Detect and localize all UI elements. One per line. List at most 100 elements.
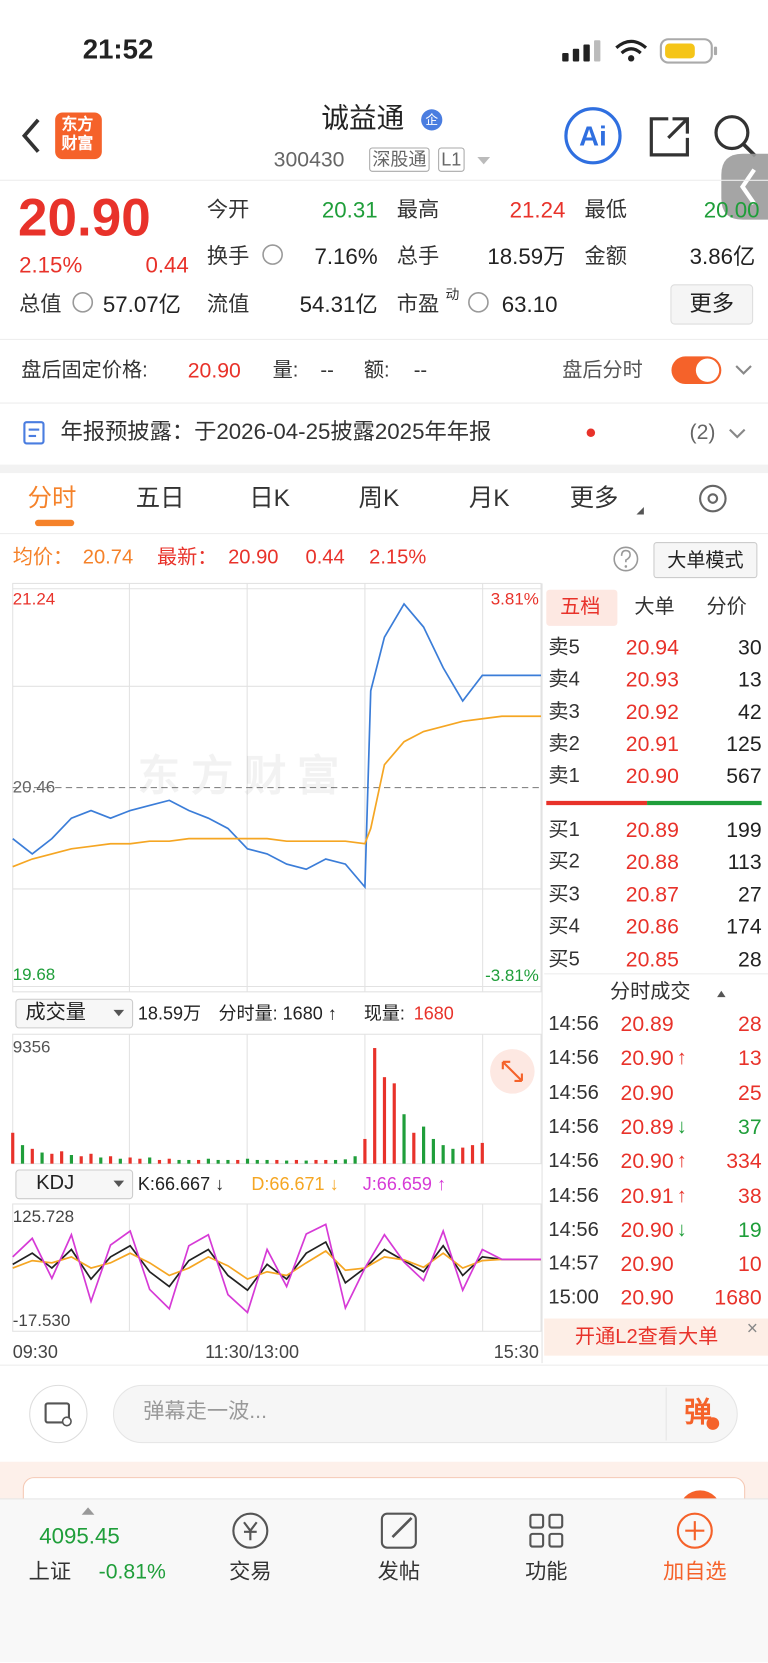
field-label: 换手	[206, 245, 250, 269]
volume-bar	[167, 1158, 171, 1164]
field-value: 18.59万	[487, 245, 566, 270]
trade-volume: 334	[726, 1150, 762, 1174]
book-label: 买1	[548, 818, 580, 842]
comment-bar	[112, 1384, 738, 1444]
volume-bar	[255, 1159, 259, 1164]
comment-input[interactable]: 弹幕走一波...	[143, 1400, 267, 1424]
more-button[interactable]: 更多	[670, 284, 754, 325]
volume-bar	[108, 1156, 113, 1164]
trade-volume: 1680	[714, 1287, 762, 1311]
status-icons	[594, 40, 601, 62]
tab[interactable]: 周K	[358, 483, 400, 512]
trade-volume: 10	[738, 1252, 762, 1277]
nav-item[interactable]: 功能	[525, 1560, 568, 1584]
trade-price: 20.91	[620, 1184, 674, 1208]
book-tab[interactable]: 大单	[634, 596, 675, 619]
status-icons	[615, 39, 648, 49]
field-label: 总值	[19, 292, 62, 317]
volume-bar	[431, 1138, 435, 1164]
index-name[interactable]: 上证	[28, 1560, 72, 1584]
danmaku-button[interactable]: 弹	[684, 1395, 712, 1428]
volume-bar	[216, 1159, 220, 1164]
volume-bar	[314, 1159, 318, 1164]
volume-bar	[226, 1159, 230, 1164]
l2-banner[interactable]: 开通L2查看大单	[574, 1325, 719, 1349]
mode-button[interactable]: 大单模式	[653, 542, 758, 579]
order-book-decor	[546, 589, 618, 626]
index-value[interactable]: 4095.45	[39, 1524, 120, 1549]
notice-icons	[23, 421, 746, 445]
tab[interactable]: 五日	[135, 483, 185, 512]
bottom-bar	[548, 1513, 564, 1529]
field-value: 21.24	[509, 198, 566, 223]
volume-bar	[40, 1152, 44, 1164]
index-change[interactable]: -0.81%	[98, 1560, 166, 1584]
order-book-decor	[546, 800, 648, 806]
status-icons	[562, 38, 718, 64]
book-volume: 13	[738, 668, 762, 692]
volume-bar	[177, 1159, 181, 1164]
volume-bar	[422, 1126, 426, 1164]
side-tab	[721, 153, 768, 220]
tab[interactable]: 更多	[569, 483, 619, 512]
trade-time: 14:56	[548, 1150, 599, 1173]
after-hours-value: --	[320, 359, 334, 382]
volume-bar	[382, 1077, 387, 1164]
book-label: 卖5	[548, 636, 580, 659]
dividers	[0, 179, 768, 1366]
bottom-bar	[548, 1532, 564, 1548]
trade-time: 14:56	[548, 1115, 599, 1139]
expand-button	[490, 1049, 535, 1094]
trade-volume: 37	[738, 1115, 762, 1140]
field-value: 20.00	[703, 198, 760, 223]
expand-button	[501, 1060, 523, 1082]
after-hours-toggle	[671, 356, 752, 384]
field-label: 市盈	[396, 292, 440, 317]
status-icons	[562, 53, 569, 62]
order-book-decor	[544, 589, 768, 1356]
header-icons	[714, 115, 750, 151]
book-label: 卖1	[548, 764, 580, 788]
trade-time: 14:57	[548, 1252, 599, 1276]
y-tick-label: -17.530	[12, 1312, 71, 1331]
indicator-selector[interactable]: 成交量	[25, 1001, 86, 1024]
volume-bar	[343, 1159, 347, 1164]
tab[interactable]: 月K	[468, 483, 510, 512]
volume-total: 18.59万	[137, 1003, 202, 1024]
price_chart-line	[12, 715, 541, 868]
book-tab[interactable]: 五档	[560, 596, 601, 619]
notice-text[interactable]: 年报预披露：于2026-04-25披露2025年年报	[60, 420, 492, 445]
stock-name: 诚益通	[321, 101, 405, 134]
after-hours-value: --	[413, 359, 428, 382]
toggle-label[interactable]: 盘后分时	[562, 359, 643, 382]
book-volume: 27	[738, 883, 762, 907]
nav-item[interactable]: 加自选	[662, 1560, 727, 1584]
volume-current: 1680	[413, 1003, 454, 1024]
info-icons	[262, 244, 283, 265]
book-price: 20.89	[625, 818, 679, 843]
status-icons	[627, 55, 635, 62]
stock-code: 300430	[273, 148, 345, 172]
trade-time: 14:56	[548, 1184, 599, 1207]
book-price: 20.88	[625, 850, 679, 875]
indicator-selector[interactable]: KDJ	[36, 1172, 75, 1195]
nav-item[interactable]: 交易	[229, 1560, 272, 1584]
ai-button[interactable]: Ai	[564, 107, 622, 165]
field-label: 总手	[396, 245, 440, 269]
nav-item[interactable]: 发帖	[377, 1560, 421, 1584]
tab[interactable]: 分时	[27, 483, 77, 512]
tab[interactable]: 日K	[249, 483, 290, 512]
trade-volume: 19	[738, 1218, 762, 1242]
notice-icons	[729, 428, 746, 439]
trade-price: 20.90	[620, 1252, 674, 1277]
banner-close[interactable]: ×	[746, 1317, 758, 1339]
field-label: 最高	[396, 198, 440, 222]
info-value: 0.44	[305, 546, 345, 569]
book-volume: 28	[738, 948, 762, 972]
book-label: 卖4	[548, 668, 580, 691]
volume-bar	[20, 1145, 25, 1164]
help-icon	[613, 546, 639, 572]
book-tab[interactable]: 分价	[706, 596, 747, 619]
